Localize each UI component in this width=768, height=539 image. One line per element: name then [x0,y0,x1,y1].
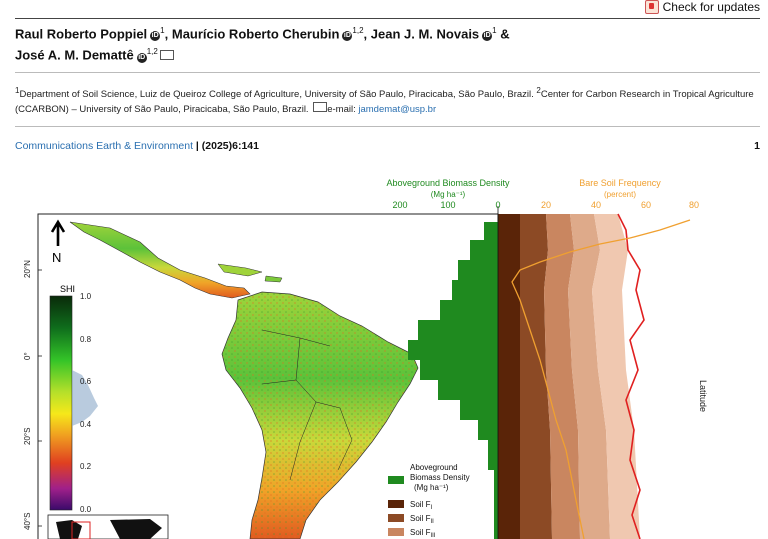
author-name[interactable]: Raul Roberto Poppiel [15,26,148,42]
soil-f4-band [568,214,610,539]
shi-tick-label: 0.8 [80,335,92,344]
legend-label: (Mg ha⁻¹) [414,483,449,492]
shi-ticks: 1.0 0.8 0.6 0.4 0.2 0.0 [80,292,92,514]
caribbean-islands [217,263,263,277]
inset-extent-box [71,521,91,539]
legend-swatch-soil-f1 [388,500,404,508]
shi-tick-label: 0.6 [80,377,92,386]
and-text: & [500,26,510,42]
soil-f3-band [544,214,580,539]
mail-icon[interactable] [159,49,174,60]
bare-tick-label: 60 [641,200,651,210]
latitude-ticks: 20°N 0° 20°S 40°S [23,260,32,530]
bare-tick-label: 80 [689,200,699,210]
affiliation-1: Department of Soil Science, Luiz de Quei… [19,89,534,101]
svg-text:Soil FII: Soil FII [410,514,434,525]
author-list: Raul Roberto Poppiel iD1, Maurício Robert… [15,26,510,63]
figure-map-panel: N 20°N 0° 20°S 40°S SHI 1.0 0.8 0.6 0.4 … [23,178,708,539]
author-affil-sup: 1 [160,26,165,35]
bare-soil-axis-unit: (percent) [604,190,636,199]
divider [15,72,760,73]
lat-tick-label: 0° [23,352,32,360]
svg-text:Soil FIII: Soil FIII [410,528,436,539]
shi-histogram [72,370,98,426]
bare-soil-frequency-line [511,219,691,539]
affiliations: 1Department of Soil Science, Luiz de Que… [15,86,754,116]
profile-chart [408,206,691,539]
lat-tick-label: 20°S [23,428,32,445]
biomass-profile [408,222,498,539]
soil-f2-band [520,214,552,539]
latitude-axis-label: Latitude [698,380,708,412]
author-name[interactable]: Jean J. M. Novais [370,26,480,42]
divider [15,126,760,127]
biomass-tick-label: 0 [495,200,500,210]
journal-name-link[interactable]: Communications Earth & Environment [15,140,193,152]
biomass-tick-label: 100 [440,200,455,210]
south-america-texture [222,292,418,539]
author-name[interactable]: José A. M. Demattê [15,47,134,63]
chart-legend: Aboveground Biomass Density (Mg ha⁻¹) So… [388,463,470,539]
email-label: e-mail: [327,104,356,116]
lat-tick-marks [38,269,42,527]
orcid-icon[interactable]: iD [482,31,493,42]
inset-continents [56,519,162,539]
orcid-icon[interactable]: iD [342,31,353,42]
biomass-tick-label: 200 [392,200,407,210]
shi-tick-label: 0.0 [80,505,92,514]
central-america-land [69,221,251,299]
lat-tick-label: 20°N [23,260,32,278]
update-icon [644,0,659,14]
affiliation-2: Center for Carbon Research in Tropical A… [15,89,754,116]
author-affil-sup: 1,2 [352,26,364,35]
biomass-axis-unit: (Mg ha⁻¹) [431,190,466,199]
top-rule [15,18,760,19]
email-link[interactable]: jamdemat@usp.br [358,104,437,116]
north-label: N [52,250,61,265]
shi-colorbar [49,295,73,511]
citation-volume: | (2025)6:141 [195,140,259,152]
shi-tick-label: 1.0 [80,292,92,301]
shi-tick-label: 0.2 [80,462,92,471]
biomass-axis-title: Aboveground Biomass Density [386,178,510,188]
bare-tick-label: 20 [541,200,551,210]
lat-tick-label: 40°S [23,513,32,530]
page-number: 1 [754,140,760,152]
soil-f1-band [498,214,520,539]
orcid-icon[interactable]: iD [150,31,161,42]
orcid-icon[interactable]: iD [136,52,147,63]
soil-f5-band [592,214,640,539]
country-borders [261,329,353,481]
check-for-updates-link[interactable]: Check for updates [644,0,760,14]
biomass-axis: Aboveground Biomass Density (Mg ha⁻¹) 20… [386,178,510,210]
bare-soil-axis: Bare Soil Frequency (percent) 20 40 60 8… [541,178,699,210]
legend-swatch-soil-f3 [388,528,404,536]
mail-icon [313,102,328,113]
author-affil-sup: 1 [492,26,497,35]
caribbean-islands [264,275,283,283]
journal-citation: Communications Earth & Environment | (20… [15,140,259,152]
legend-swatch-soil-f2 [388,514,404,522]
author-affil-sup: 1,2 [146,47,158,57]
legend-label: Biomass Density [410,473,470,482]
north-arrow-icon [50,219,66,246]
shi-colorbar-title: SHI [60,284,75,294]
soil-outline [617,213,645,539]
svg-text:Soil FI: Soil FI [410,500,432,511]
legend-label: Aboveground [410,463,458,472]
bare-tick-label: 40 [591,200,601,210]
bare-soil-axis-title: Bare Soil Frequency [579,178,661,188]
shi-tick-label: 0.4 [80,420,92,429]
author-name[interactable]: Maurício Roberto Cherubin [171,26,340,42]
legend-swatch-biomass [388,476,404,484]
check-updates-label: Check for updates [662,0,760,14]
